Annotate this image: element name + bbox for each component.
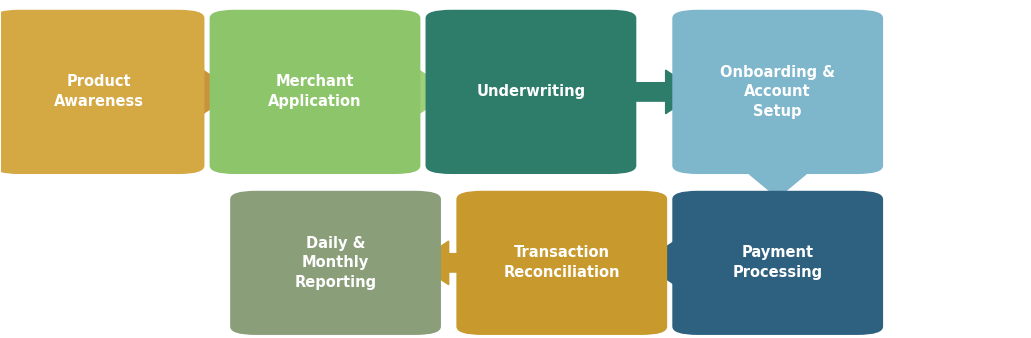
- FancyBboxPatch shape: [457, 191, 667, 335]
- FancyArrow shape: [415, 241, 483, 285]
- FancyArrow shape: [397, 70, 452, 114]
- Text: Product
Awareness: Product Awareness: [54, 74, 144, 109]
- FancyBboxPatch shape: [672, 10, 884, 174]
- FancyBboxPatch shape: [209, 10, 421, 174]
- Text: Underwriting: Underwriting: [476, 84, 586, 99]
- FancyBboxPatch shape: [672, 191, 884, 335]
- FancyArrow shape: [642, 241, 699, 285]
- Text: Daily &
Monthly
Reporting: Daily & Monthly Reporting: [295, 236, 376, 290]
- Text: Onboarding &
Account
Setup: Onboarding & Account Setup: [721, 65, 835, 119]
- FancyBboxPatch shape: [426, 10, 636, 174]
- Text: Merchant
Application: Merchant Application: [268, 74, 362, 109]
- Text: Payment
Processing: Payment Processing: [733, 245, 823, 280]
- FancyBboxPatch shape: [230, 191, 441, 335]
- Text: Transaction
Reconciliation: Transaction Reconciliation: [503, 245, 620, 280]
- FancyArrow shape: [613, 70, 699, 114]
- FancyArrow shape: [181, 70, 236, 114]
- FancyArrow shape: [750, 167, 806, 197]
- FancyBboxPatch shape: [0, 10, 204, 174]
